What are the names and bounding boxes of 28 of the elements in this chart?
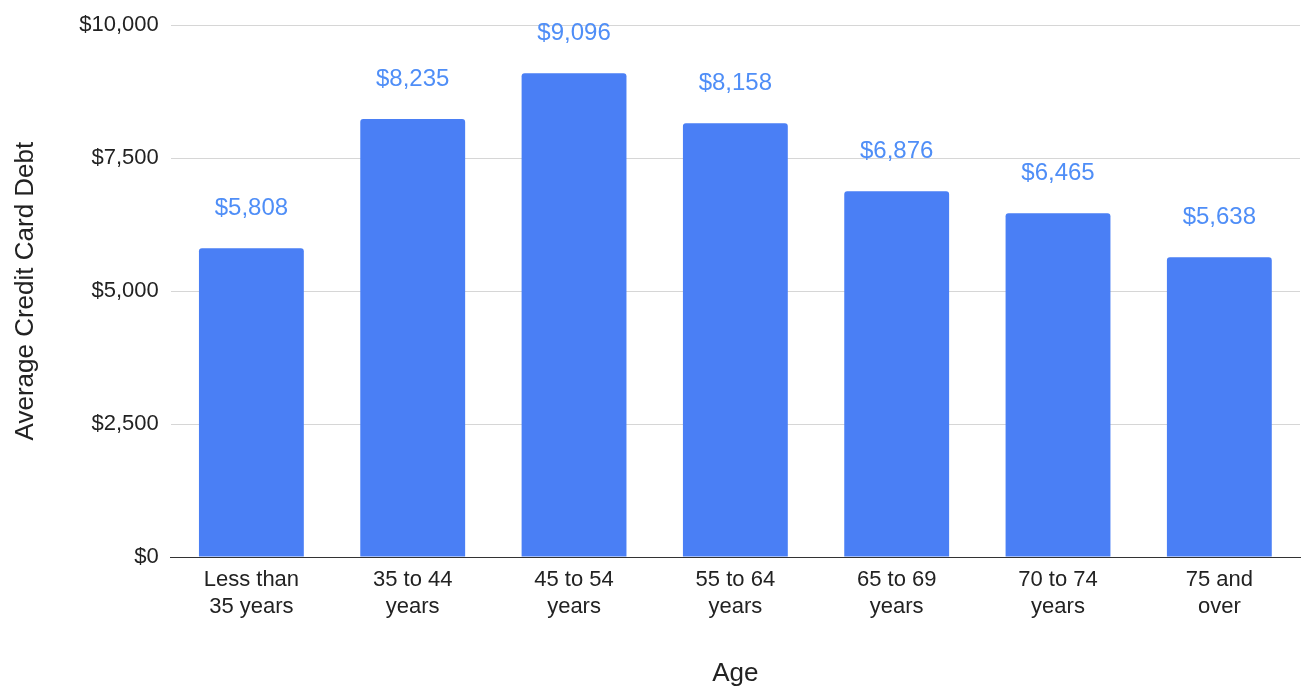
data-label: $8,235 <box>376 63 450 91</box>
bar <box>360 119 466 557</box>
y-tick-label: $7,500 <box>91 144 159 170</box>
bar <box>844 191 950 557</box>
x-axis-title: Age <box>712 656 759 687</box>
bar <box>521 73 627 557</box>
y-axis-title: Average Credit Card Debt <box>8 140 39 441</box>
y-tick-label: $5,000 <box>91 277 159 303</box>
x-tick-label: 55 to 64 years <box>695 566 776 618</box>
x-tick-label: 65 to 69 years <box>856 566 937 618</box>
data-label: $5,808 <box>214 192 289 220</box>
x-tick-label: 75 and over <box>1185 566 1253 618</box>
data-label: $6,876 <box>859 135 934 163</box>
x-tick-label: 45 to 54 years <box>534 566 614 618</box>
bar <box>682 123 788 557</box>
y-tick-label: $10,000 <box>79 11 159 37</box>
data-label: $6,465 <box>1021 157 1095 185</box>
bar <box>198 248 304 557</box>
data-label: $5,638 <box>1182 201 1257 229</box>
data-label: $8,158 <box>698 67 773 95</box>
x-tick-label: Less than 35 years <box>203 566 300 618</box>
x-tick-label: 35 to 44 years <box>372 566 453 618</box>
y-tick-label: $2,500 <box>91 410 159 436</box>
bar <box>1005 213 1111 557</box>
x-tick-label: 70 to 74 years <box>1018 566 1098 618</box>
y-tick-label: $0 <box>134 543 159 569</box>
data-label: $9,096 <box>537 17 611 45</box>
bar <box>1166 257 1272 557</box>
